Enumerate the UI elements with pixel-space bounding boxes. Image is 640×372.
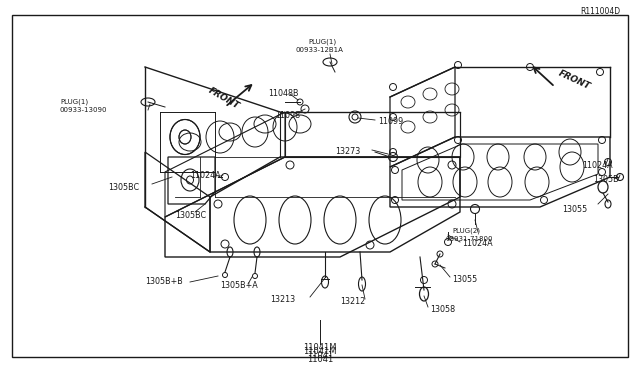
Text: 11024A: 11024A bbox=[190, 170, 221, 180]
Text: 00933-12B1A: 00933-12B1A bbox=[295, 47, 343, 53]
Text: 13273: 13273 bbox=[335, 148, 360, 157]
Text: 11024A: 11024A bbox=[582, 161, 612, 170]
Text: 11024A: 11024A bbox=[462, 240, 493, 248]
Text: 11041: 11041 bbox=[307, 355, 333, 363]
Text: 13058: 13058 bbox=[430, 305, 455, 314]
Text: 1305B: 1305B bbox=[593, 176, 619, 185]
Text: 13055: 13055 bbox=[562, 205, 588, 215]
Text: 1305BC: 1305BC bbox=[175, 211, 206, 219]
Text: FRONT: FRONT bbox=[557, 68, 592, 91]
Text: 11041M: 11041M bbox=[303, 346, 337, 356]
Text: 08931-71800: 08931-71800 bbox=[445, 236, 493, 242]
Text: PLUG(1): PLUG(1) bbox=[308, 39, 336, 45]
Text: 00933-13090: 00933-13090 bbox=[60, 107, 108, 113]
Text: FRONT: FRONT bbox=[207, 86, 241, 111]
Text: PLUG(1): PLUG(1) bbox=[60, 99, 88, 105]
Text: R111004D: R111004D bbox=[580, 7, 620, 16]
Text: 11041: 11041 bbox=[307, 352, 333, 360]
Text: 13212: 13212 bbox=[340, 298, 365, 307]
Text: 11098: 11098 bbox=[275, 112, 300, 121]
Text: 11099: 11099 bbox=[378, 118, 403, 126]
Text: 1305B+B: 1305B+B bbox=[145, 278, 183, 286]
Text: 1305BC: 1305BC bbox=[108, 183, 139, 192]
Text: PLUG(2): PLUG(2) bbox=[452, 228, 480, 234]
Text: 13055: 13055 bbox=[452, 275, 477, 283]
Text: 11048B: 11048B bbox=[268, 90, 298, 99]
Text: 13213: 13213 bbox=[270, 295, 295, 304]
Text: 11041M: 11041M bbox=[303, 343, 337, 353]
Text: 1305B+A: 1305B+A bbox=[220, 282, 258, 291]
